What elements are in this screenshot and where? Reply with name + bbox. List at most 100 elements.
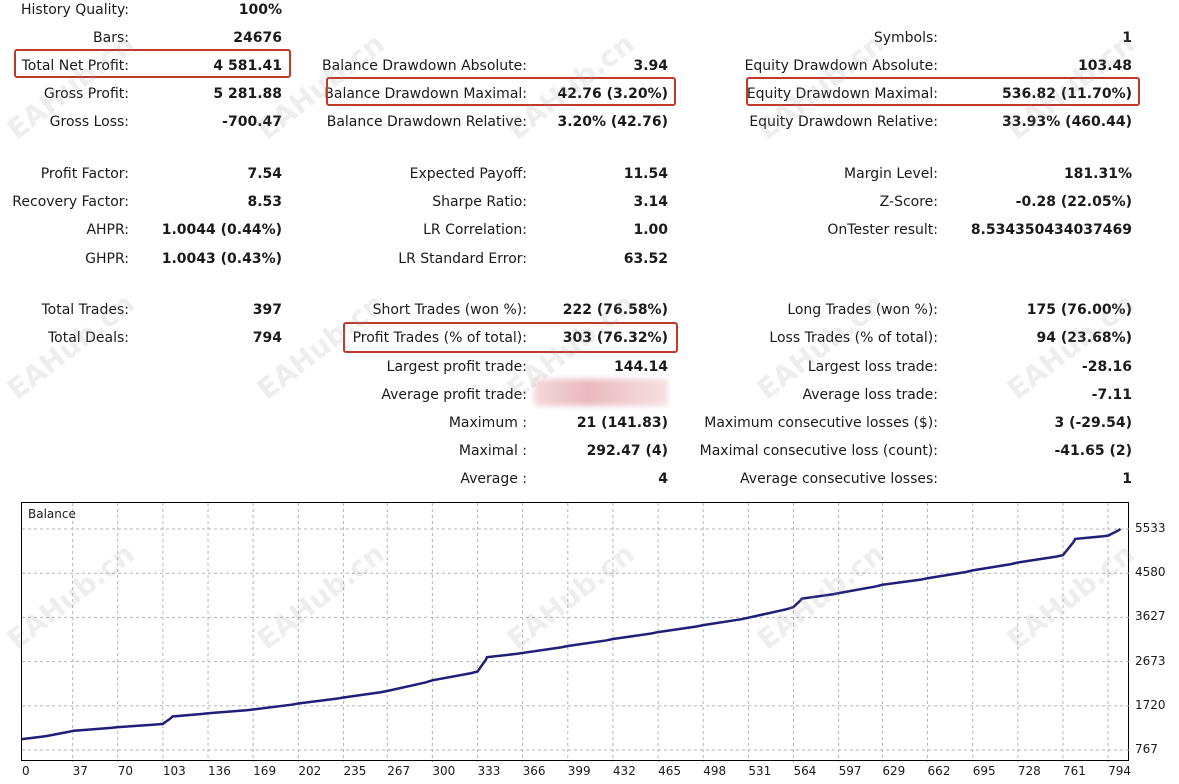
maximum-label: Maximum :	[448, 415, 527, 431]
equity-drawdown-absolute-value: 103.48	[1077, 58, 1132, 74]
x-tick-label: 728	[1017, 764, 1041, 778]
long-trades-won-value: 175 (76.00%)	[1026, 302, 1132, 318]
x-tick-label: 202	[298, 764, 322, 778]
blurred-average-profit-value	[534, 379, 668, 406]
total-net-profit-value: 4 581.41	[213, 58, 282, 74]
symbols-label: Symbols:	[873, 30, 938, 46]
balance-chart: Balance	[21, 502, 1130, 762]
maximum-value: 21 (141.83)	[576, 415, 668, 431]
x-tick-label: 465	[658, 764, 681, 778]
y-tick-label: 5533	[1135, 521, 1166, 535]
ahpr-value: 1.0044 (0.44%)	[161, 222, 282, 238]
ghpr-label: GHPR:	[85, 251, 129, 267]
equity-drawdown-relative-value: 33.93% (460.44)	[1001, 114, 1132, 130]
x-tick-label: 103	[162, 764, 186, 778]
balance-drawdown-absolute-value: 3.94	[633, 58, 668, 74]
x-tick-label: 597	[838, 764, 862, 778]
average-loss-trade-value: -7.11	[1091, 387, 1132, 403]
y-tick-label: 1720	[1135, 697, 1166, 712]
profit-factor-label: Profit Factor:	[40, 166, 129, 182]
lr-correlation-label: LR Correlation:	[423, 222, 527, 238]
highlight-total-net-profit	[14, 49, 291, 78]
average-loss-trade-label: Average loss trade:	[802, 387, 938, 403]
x-tick-label: 0	[22, 764, 30, 778]
sharpe-ratio-value: 3.14	[633, 194, 668, 210]
long-trades-won-label: Long Trades (won %):	[787, 302, 938, 318]
equity-drawdown-absolute-label: Equity Drawdown Absolute:	[744, 58, 938, 74]
gross-loss-label: Gross Loss:	[49, 114, 129, 130]
average-value: 4	[658, 471, 668, 487]
x-tick-label: 662	[927, 764, 951, 778]
margin-level-value: 181.31%	[1063, 166, 1132, 182]
z-score-value: -0.28 (22.05%)	[1015, 194, 1132, 210]
largest-profit-trade-label: Largest profit trade:	[386, 359, 527, 375]
chart-title: Balance	[28, 507, 76, 521]
maximal-consecutive-loss-count-label: Maximal consecutive loss (count):	[699, 443, 938, 459]
total-trades-label: Total Trades:	[41, 302, 130, 318]
total-deals-label: Total Deals:	[47, 330, 129, 346]
x-tick-label: 531	[748, 764, 772, 778]
balance-drawdown-relative-value: 3.20% (42.76)	[557, 114, 668, 130]
balance-drawdown-maximal-label: Balance Drawdown Maximal:	[324, 86, 527, 102]
balance-drawdown-relative-label: Balance Drawdown Relative:	[326, 114, 527, 130]
highlight-profit-trades	[343, 322, 678, 353]
ghpr-value: 1.0043 (0.43%)	[161, 251, 282, 267]
profit-trades-of-total-value: 303 (76.32%)	[562, 330, 668, 346]
x-tick-label: 333	[477, 764, 501, 778]
maximum-consecutive-losses-value: 3 (-29.54)	[1054, 415, 1132, 431]
x-tick-label: 695	[972, 764, 996, 778]
lr-standard-error-value: 63.52	[623, 251, 668, 267]
x-tick-label: 37	[72, 764, 88, 778]
loss-trades-of-total-label: Loss Trades (% of total):	[769, 330, 938, 346]
highlight-balance-drawdown-maximal	[326, 77, 676, 106]
total-net-profit-label: Total Net Profit:	[21, 58, 129, 74]
equity-drawdown-relative-label: Equity Drawdown Relative:	[749, 114, 938, 130]
history-quality-value: 100%	[238, 2, 282, 18]
lr-standard-error-label: LR Standard Error:	[398, 251, 527, 267]
loss-trades-of-total-value: 94 (23.68%)	[1036, 330, 1132, 346]
x-tick-label: 70	[117, 764, 134, 778]
gross-loss-value: -700.47	[222, 114, 282, 130]
balance-drawdown-maximal-value: 42.76 (3.20%)	[557, 86, 668, 102]
short-trades-won-value: 222 (76.58%)	[562, 302, 668, 318]
largest-profit-trade-value: 144.14	[613, 359, 668, 375]
gross-profit-value: 5 281.88	[213, 86, 282, 102]
balance-drawdown-absolute-label: Balance Drawdown Absolute:	[322, 58, 527, 74]
profit-factor-value: 7.54	[247, 166, 282, 182]
x-tick-label: 235	[343, 764, 367, 778]
ahpr-label: AHPR:	[86, 222, 129, 238]
x-tick-label: 399	[567, 764, 591, 778]
maximal-value: 292.47 (4)	[586, 443, 668, 459]
average-label: Average :	[460, 471, 527, 487]
average-consecutive-losses-value: 1	[1122, 471, 1132, 487]
x-tick-label: 564	[793, 764, 817, 778]
maximal-consecutive-loss-count-value: -41.65 (2)	[1054, 443, 1132, 459]
x-tick-label: 794	[1108, 764, 1132, 778]
equity-drawdown-maximal-value: 536.82 (11.70%)	[1001, 86, 1132, 102]
x-tick-label: 366	[522, 764, 546, 778]
total-deals-value: 794	[252, 330, 282, 346]
ontester-result-value: 8.534350434037469	[970, 222, 1132, 238]
expected-payoff-value: 11.54	[623, 166, 668, 182]
average-consecutive-losses-label: Average consecutive losses:	[740, 471, 938, 487]
gross-profit-label: Gross Profit:	[43, 86, 129, 102]
x-tick-label: 498	[703, 764, 727, 778]
z-score-label: Z-Score:	[879, 194, 938, 210]
recovery-factor-value: 8.53	[247, 194, 282, 210]
largest-loss-trade-value: -28.16	[1081, 359, 1132, 375]
sharpe-ratio-label: Sharpe Ratio:	[432, 194, 527, 210]
y-tick-label: 767	[1135, 742, 1158, 756]
history-quality-label: History Quality:	[21, 2, 129, 18]
x-tick-label: 761	[1062, 764, 1086, 778]
maximal-label: Maximal :	[458, 443, 527, 459]
x-tick-label: 629	[882, 764, 906, 778]
ontester-result-label: OnTester result:	[827, 222, 938, 238]
symbols-value: 1	[1122, 30, 1132, 46]
y-tick-label: 4580	[1135, 565, 1166, 580]
x-tick-label: 136	[208, 764, 231, 778]
margin-level-label: Margin Level:	[844, 166, 938, 182]
expected-payoff-label: Expected Payoff:	[409, 166, 527, 182]
profit-trades-of-total-label: Profit Trades (% of total):	[352, 330, 527, 346]
y-tick-label: 3627	[1135, 609, 1166, 624]
total-trades-value: 397	[252, 302, 282, 318]
